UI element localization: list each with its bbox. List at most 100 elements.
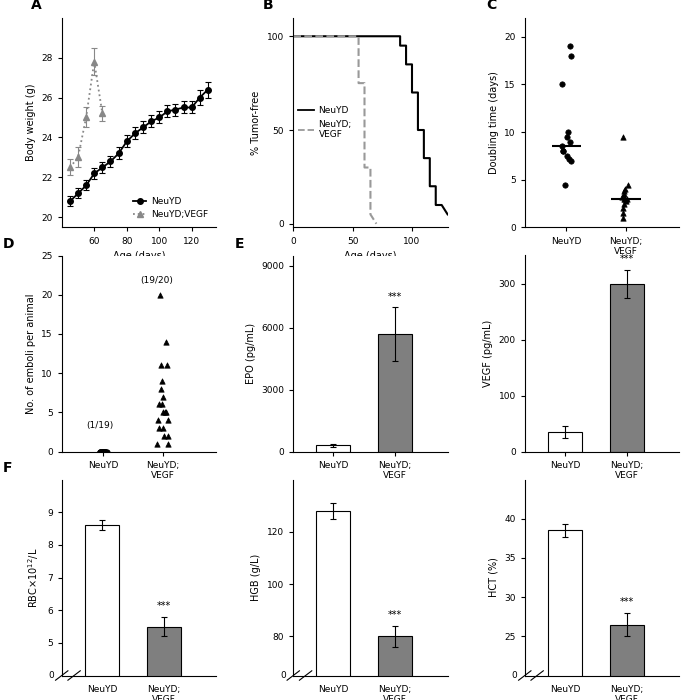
Bar xyxy=(548,432,582,452)
Point xyxy=(618,198,629,209)
Point xyxy=(564,41,575,52)
Point xyxy=(619,186,630,197)
Bar xyxy=(147,626,180,700)
Point xyxy=(157,375,168,386)
Point xyxy=(153,414,164,426)
Point xyxy=(98,446,109,457)
Point xyxy=(155,289,166,300)
Bar xyxy=(316,445,351,452)
Y-axis label: HGB (g/L): HGB (g/L) xyxy=(252,554,261,601)
Bar xyxy=(378,636,412,700)
Point xyxy=(565,155,576,167)
Point xyxy=(556,141,567,152)
Legend: NeuYD, NeuYD;
VEGF: NeuYD, NeuYD; VEGF xyxy=(298,106,352,139)
Point xyxy=(158,430,169,442)
Point xyxy=(102,446,113,457)
Point xyxy=(97,446,108,457)
Point xyxy=(562,150,573,162)
Y-axis label: Body weight (g): Body weight (g) xyxy=(26,84,36,161)
Point xyxy=(556,78,567,90)
Y-axis label: Doubling time (days): Doubling time (days) xyxy=(488,71,499,174)
Point xyxy=(623,179,634,190)
Point xyxy=(152,438,163,449)
Y-axis label: VEGF (pg/mL): VEGF (pg/mL) xyxy=(483,320,493,387)
Point xyxy=(100,446,111,457)
Point xyxy=(620,195,631,206)
Text: E: E xyxy=(235,237,244,251)
Text: A: A xyxy=(31,0,42,12)
Text: 0: 0 xyxy=(512,671,517,680)
Point xyxy=(157,391,168,402)
Point xyxy=(558,146,569,157)
Point xyxy=(617,203,628,214)
Text: ***: *** xyxy=(388,292,402,302)
Point xyxy=(563,127,573,138)
Point xyxy=(158,422,169,433)
Point xyxy=(617,212,628,223)
Bar xyxy=(316,511,351,700)
Point xyxy=(99,446,110,457)
Point xyxy=(98,446,109,457)
Point xyxy=(158,407,169,418)
Point xyxy=(160,407,171,418)
Point xyxy=(562,131,573,142)
X-axis label: Age (days): Age (days) xyxy=(344,251,397,261)
Point xyxy=(101,446,112,457)
Point xyxy=(163,430,174,442)
Bar xyxy=(85,525,119,700)
Text: C: C xyxy=(486,0,497,12)
Text: 0: 0 xyxy=(49,671,54,680)
Point xyxy=(96,446,107,457)
Point xyxy=(619,193,630,204)
Point xyxy=(99,446,110,457)
Point xyxy=(558,146,569,157)
Point xyxy=(96,446,107,457)
Bar xyxy=(610,624,643,700)
Point xyxy=(98,446,109,457)
Bar xyxy=(610,284,643,452)
Point xyxy=(99,446,110,457)
Point xyxy=(156,383,167,394)
Y-axis label: % Tumor-free: % Tumor-free xyxy=(252,90,261,155)
Point xyxy=(622,193,632,204)
Text: D: D xyxy=(3,237,14,251)
Point xyxy=(617,131,628,142)
Point xyxy=(565,136,576,147)
Point xyxy=(157,399,168,410)
Point xyxy=(97,446,108,457)
Point xyxy=(163,438,174,449)
Point xyxy=(620,183,631,195)
Bar xyxy=(378,334,412,452)
Bar xyxy=(548,531,582,700)
Point xyxy=(161,336,172,347)
Text: B: B xyxy=(262,0,273,12)
Point xyxy=(565,50,576,62)
Point xyxy=(159,407,170,418)
Y-axis label: RBC×10$^{12}$/L: RBC×10$^{12}$/L xyxy=(27,547,41,608)
Text: ***: *** xyxy=(388,610,402,620)
Point xyxy=(162,414,173,426)
Point xyxy=(154,422,165,433)
Y-axis label: HCT (%): HCT (%) xyxy=(488,558,499,597)
Point xyxy=(95,446,106,457)
Point xyxy=(161,360,172,371)
Text: (1/19): (1/19) xyxy=(86,421,114,430)
Point xyxy=(617,208,628,219)
Point xyxy=(154,399,165,410)
Point xyxy=(96,446,107,457)
Text: ***: *** xyxy=(619,254,634,264)
Point xyxy=(95,446,106,457)
Point xyxy=(95,446,106,457)
Legend: NeuYD, NeuYD;VEGF: NeuYD, NeuYD;VEGF xyxy=(129,193,211,223)
Text: 0: 0 xyxy=(280,671,286,680)
X-axis label: Age (days): Age (days) xyxy=(113,251,165,261)
Y-axis label: No. of emboli per animal: No. of emboli per animal xyxy=(25,293,36,414)
Text: ***: *** xyxy=(156,601,171,611)
Point xyxy=(560,179,571,190)
Y-axis label: EPO (pg/mL): EPO (pg/mL) xyxy=(246,323,256,384)
Point xyxy=(618,193,629,204)
Text: (19/20): (19/20) xyxy=(140,276,173,285)
Text: F: F xyxy=(3,461,12,475)
Point xyxy=(97,446,108,457)
Point xyxy=(156,360,167,371)
